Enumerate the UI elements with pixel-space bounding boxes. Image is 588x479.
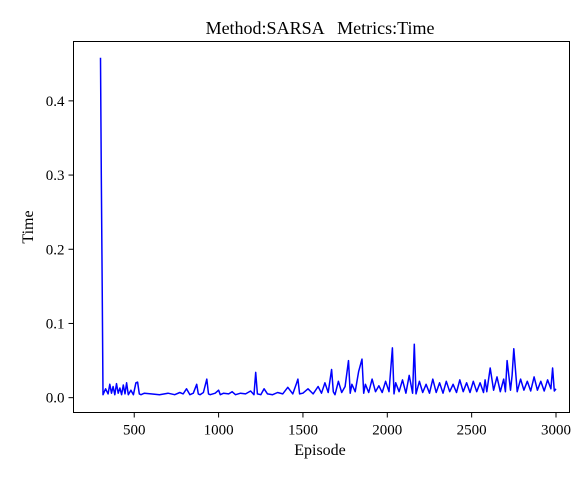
x-tick-label: 1500 bbox=[288, 423, 318, 439]
y-tick-label: 0.2 bbox=[46, 242, 65, 258]
y-tick-label: 0.3 bbox=[46, 168, 65, 184]
y-axis: 0.0 0.1 0.2 0.3 0.4 bbox=[46, 94, 74, 407]
x-axis: 500 1000 1500 2000 2500 3000 bbox=[123, 412, 571, 439]
x-axis-label: Episode bbox=[294, 442, 346, 459]
x-tick-label: 1000 bbox=[204, 423, 234, 439]
chart-title: Method:SARSA Metrics:Time bbox=[206, 18, 435, 38]
plot-lines bbox=[99, 57, 557, 396]
x-tick-label: 500 bbox=[123, 423, 146, 439]
series-line-0 bbox=[99, 57, 557, 396]
y-tick-label: 0.1 bbox=[46, 316, 65, 332]
plot-frame bbox=[73, 41, 570, 413]
y-tick-label: 0.0 bbox=[46, 391, 65, 407]
x-tick-label: 2000 bbox=[372, 423, 402, 439]
y-tick-label: 0.4 bbox=[46, 94, 65, 110]
y-axis-label: Time bbox=[20, 210, 37, 243]
x-tick-label: 3000 bbox=[541, 423, 571, 439]
x-tick-label: 2500 bbox=[457, 423, 487, 439]
